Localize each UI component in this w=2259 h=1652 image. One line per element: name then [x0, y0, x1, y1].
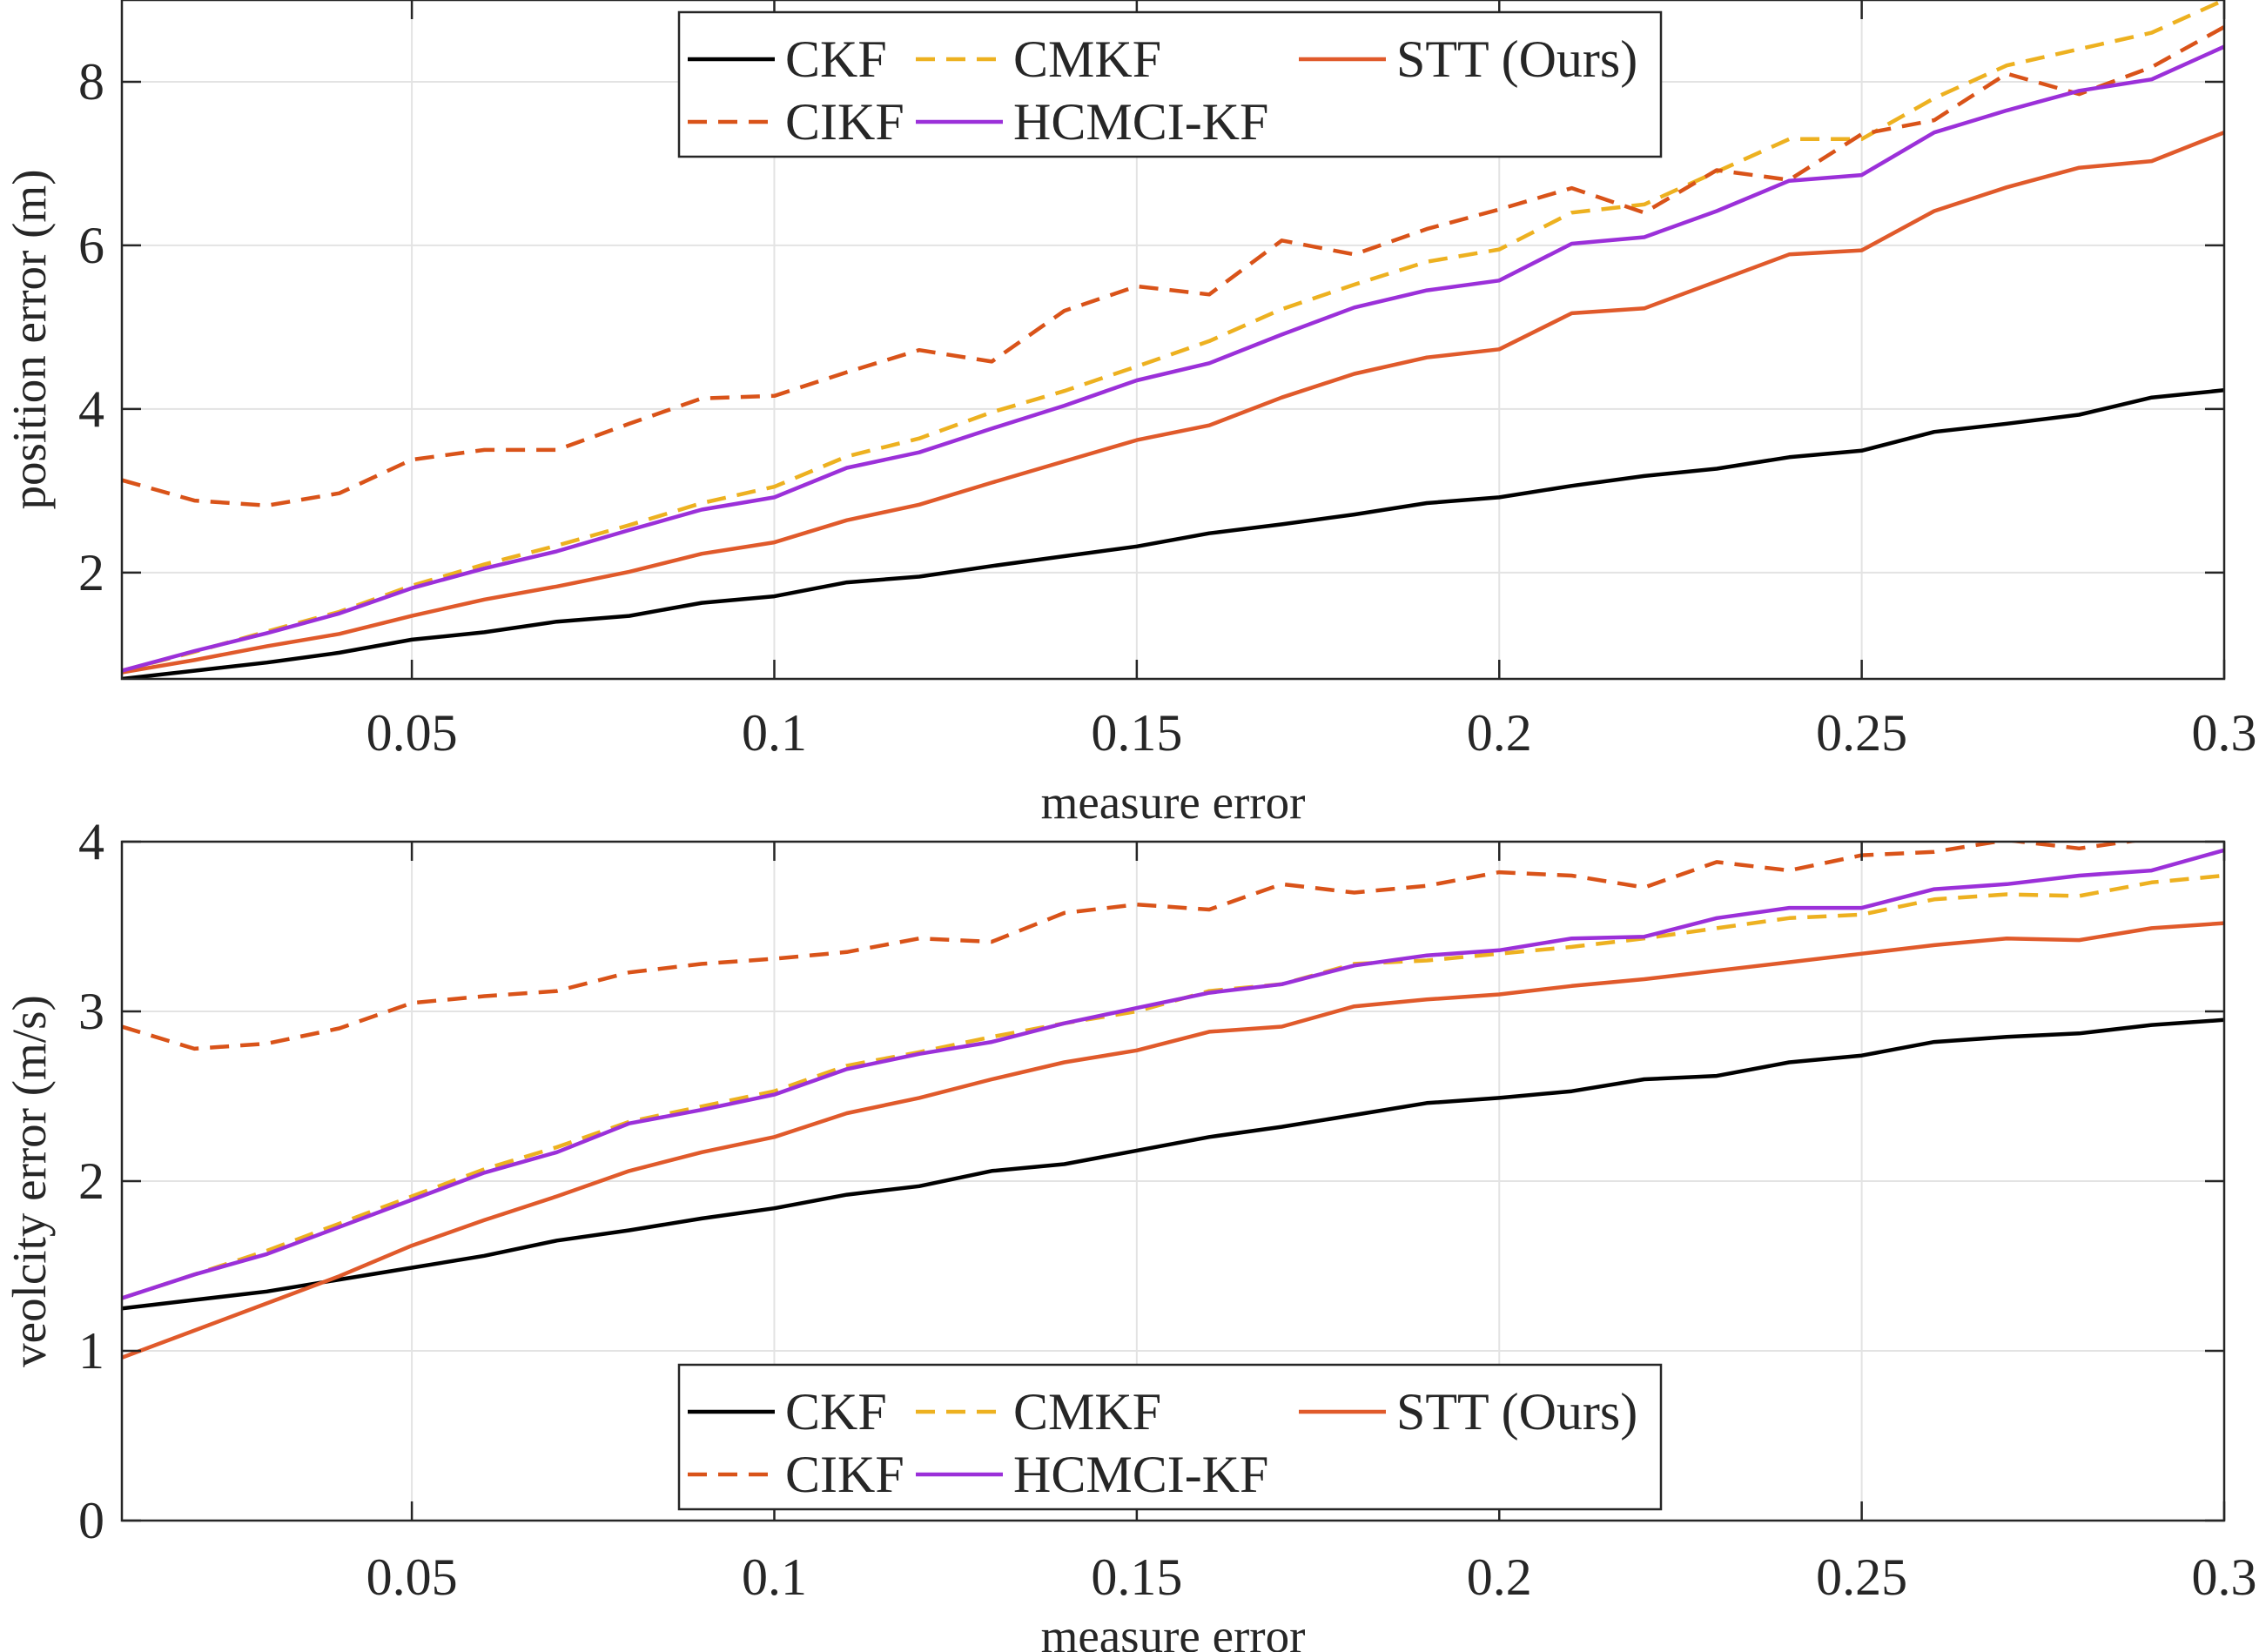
top-ticks: 0.05 0.1 0.15 0.2 0.25 0.3 2 4 6 8 — [78, 0, 2257, 762]
bottom-y-axis-label: veolcity error (m/s) — [3, 995, 56, 1367]
top-line-ckf — [122, 388, 2224, 679]
bottom-xtick-label: 0.05 — [366, 1548, 458, 1606]
bottom-xtick-label: 0.3 — [2192, 1548, 2257, 1606]
top-line-stt-ours — [122, 131, 2224, 675]
top-xtick-label: 0.05 — [366, 704, 458, 762]
top-line-cikf — [122, 25, 2224, 508]
bottom-legend-label-cmkf: CMKF — [1013, 1383, 1161, 1440]
bottom-ytick-label: 3 — [78, 983, 104, 1040]
top-ytick-label: 4 — [78, 380, 104, 438]
top-legend-label-cikf: CIKF — [785, 93, 904, 151]
velocity-error-plot: 0.05 0.1 0.15 0.2 0.25 0.3 0 1 2 3 4 measure error v… — [3, 813, 2257, 1652]
bottom-line-hcmci-kf — [122, 848, 2224, 1300]
bottom-series — [122, 842, 2224, 1360]
bottom-legend-label-hcmci-kf: HCMCI-KF — [1013, 1446, 1268, 1503]
top-xtick-label: 0.3 — [2192, 704, 2257, 762]
bottom-xtick-label: 0.1 — [742, 1548, 807, 1606]
bottom-line-cikf — [122, 842, 2142, 1051]
top-x-axis-label: measure error — [1041, 776, 1306, 829]
top-series — [122, 0, 2224, 679]
bottom-legend: CKF CMKF STT (Ours) CIKF HCMCI-KF — [677, 1363, 1663, 1511]
bottom-line-stt-ours — [122, 921, 2224, 1360]
bottom-legend-label-stt-ours: STT (Ours) — [1396, 1383, 1637, 1440]
bottom-ytick-label: 4 — [78, 813, 104, 870]
top-y-axis-label: position error (m) — [3, 169, 56, 509]
top-legend-box — [677, 10, 1663, 158]
bottom-line-cmkf — [122, 873, 2224, 1300]
top-legend-label-ckf: CKF — [785, 30, 887, 88]
top-ytick-label: 8 — [78, 53, 104, 111]
bottom-legend-label-cikf: CIKF — [785, 1446, 904, 1503]
bottom-x-axis-label: measure error — [1041, 1609, 1306, 1652]
bottom-line-ckf — [122, 1017, 2224, 1311]
bottom-ytick-label: 0 — [78, 1492, 104, 1549]
top-xtick-label: 0.1 — [742, 704, 807, 762]
top-legend-label-hcmci-kf: HCMCI-KF — [1013, 93, 1268, 151]
bottom-xtick-label: 0.15 — [1091, 1548, 1182, 1606]
top-legend-label-stt-ours: STT (Ours) — [1396, 30, 1637, 88]
top-xtick-label: 0.25 — [1816, 704, 1907, 762]
bottom-ytick-label: 1 — [78, 1322, 104, 1380]
bottom-xtick-label: 0.2 — [1467, 1548, 1532, 1606]
bottom-legend-label-ckf: CKF — [785, 1383, 887, 1440]
top-xtick-label: 0.15 — [1091, 704, 1182, 762]
position-error-plot: 0.05 0.1 0.15 0.2 0.25 0.3 2 4 6 8 measure error po… — [3, 0, 2257, 829]
top-xtick-label: 0.2 — [1467, 704, 1532, 762]
bottom-xtick-label: 0.25 — [1816, 1548, 1907, 1606]
top-axes-box — [120, 0, 2226, 681]
top-ytick-label: 2 — [78, 544, 104, 601]
top-legend-label-cmkf: CMKF — [1013, 30, 1161, 88]
bottom-ytick-label: 2 — [78, 1152, 104, 1210]
top-ytick-label: 6 — [78, 217, 104, 274]
bottom-legend-box — [677, 1363, 1663, 1511]
bottom-ticks: 0.05 0.1 0.15 0.2 0.25 0.3 0 1 2 3 4 — [78, 813, 2257, 1606]
top-line-hcmci-kf — [122, 44, 2224, 673]
top-legend: CKF CMKF STT (Ours) CIKF HCMCI-KF — [677, 10, 1663, 158]
